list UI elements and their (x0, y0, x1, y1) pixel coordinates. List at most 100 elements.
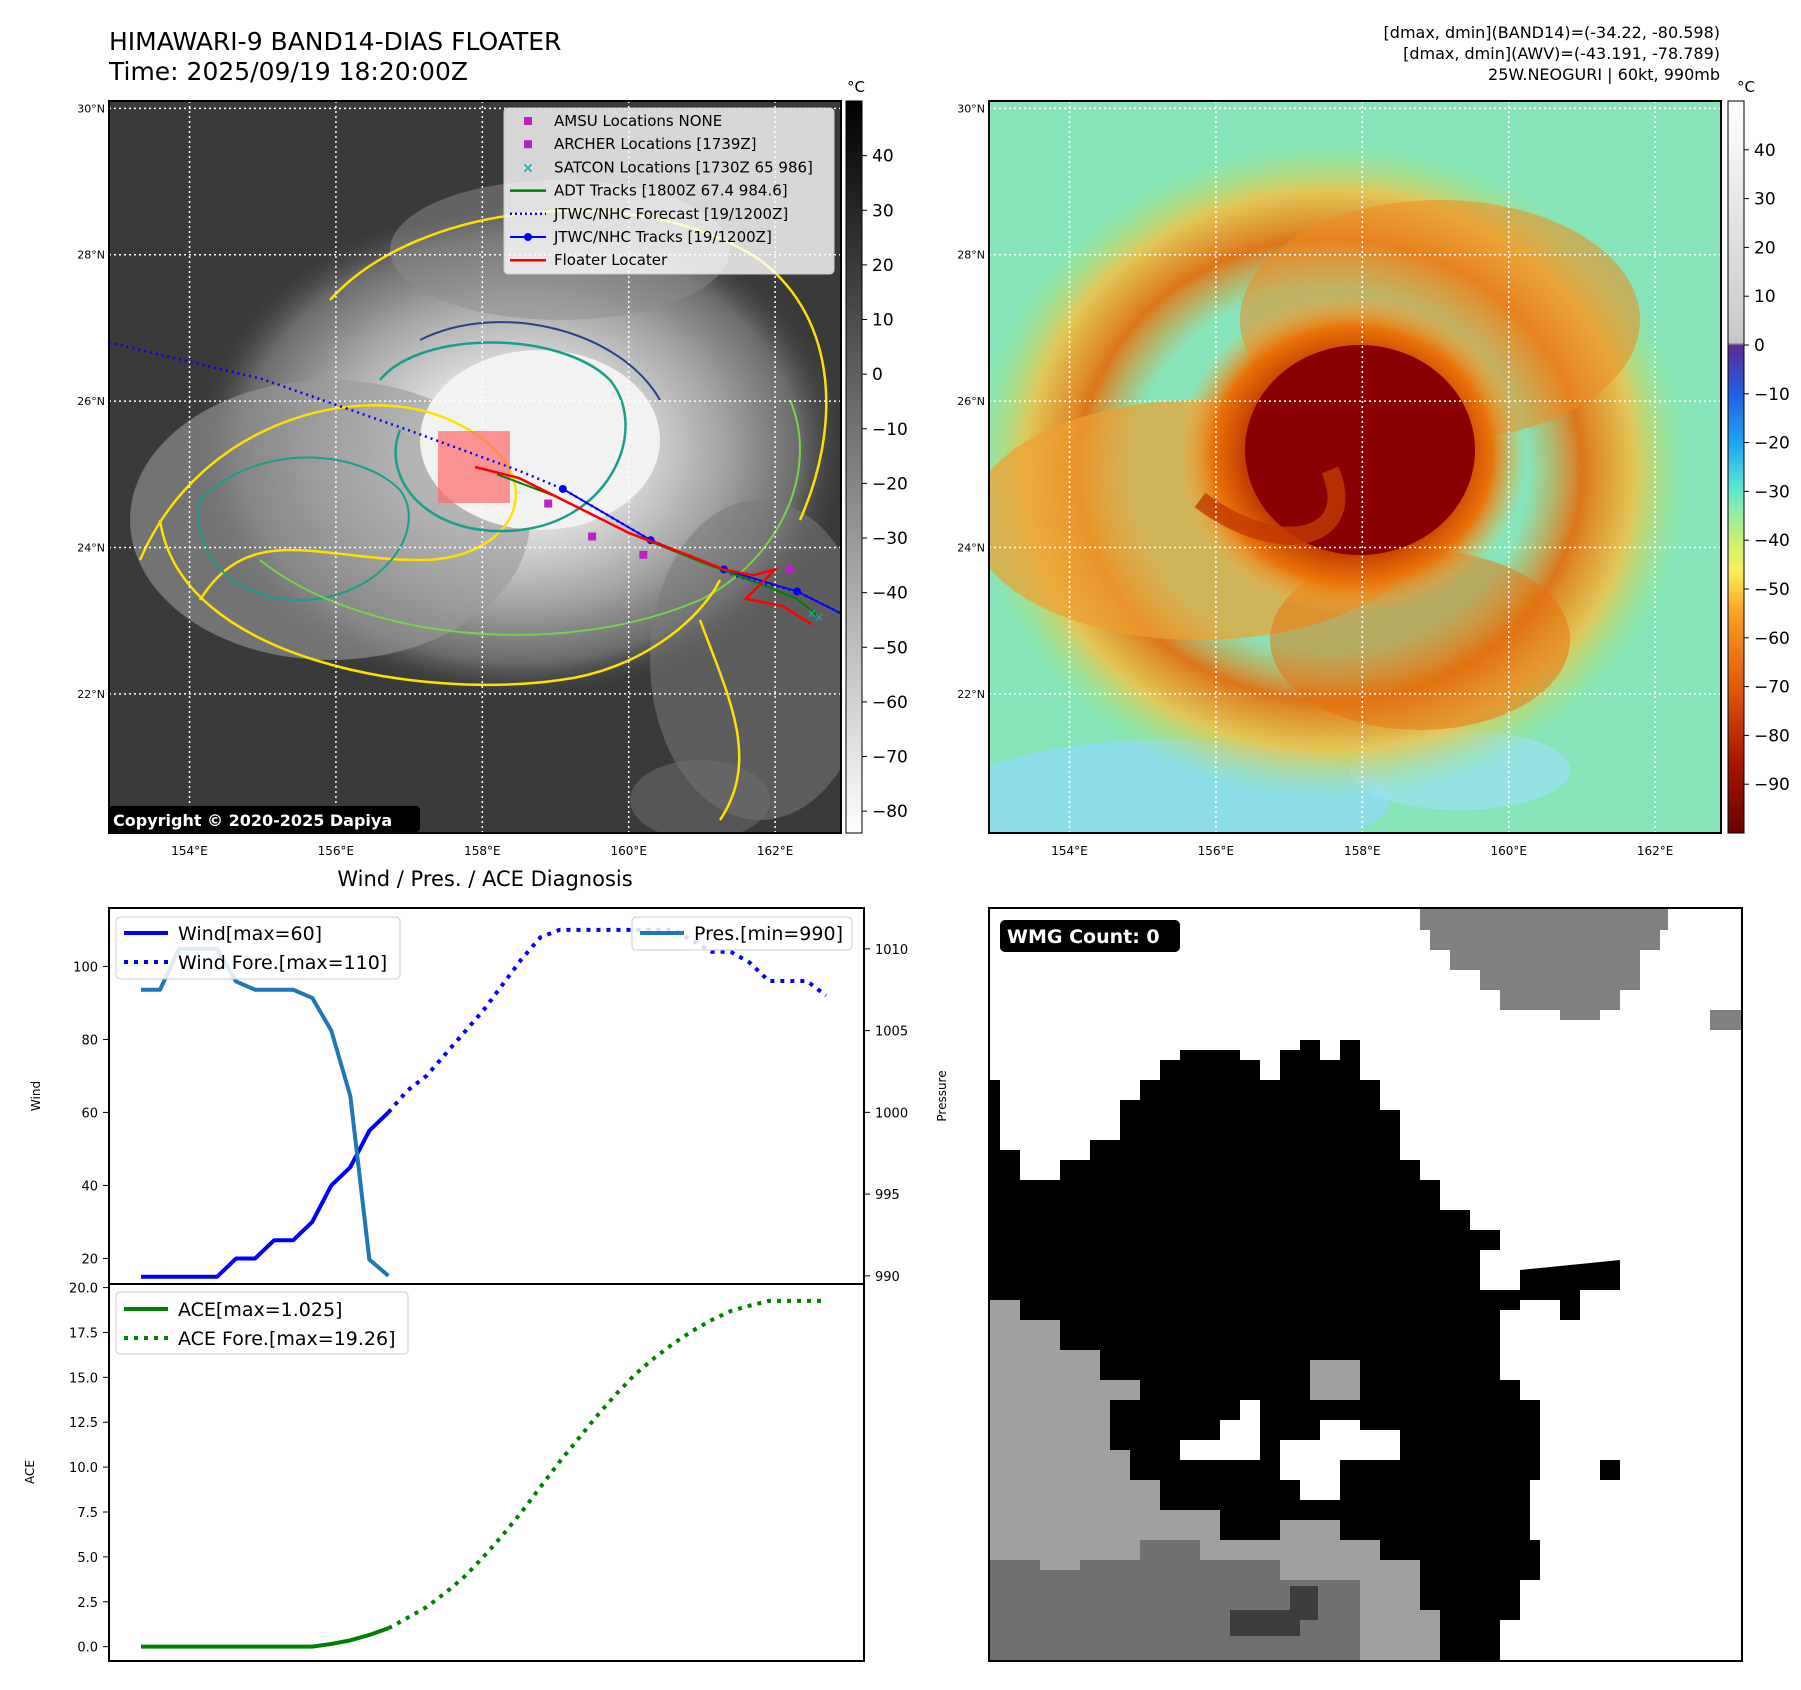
colorbar-tick-label: −50 (872, 638, 908, 658)
legend-label: Floater Locater (554, 251, 668, 269)
figure-title: HIMAWARI-9 BAND14-DIAS FLOATER (109, 27, 561, 56)
wind-tick-label: 20 (81, 1252, 98, 1267)
ir-lon-label: 162°E (757, 844, 794, 858)
ir-lat-label: 26°N (77, 395, 105, 408)
legend-marker (524, 140, 532, 149)
ace-legend: ACE[max=1.025] ACE Fore.[max=19.26] (115, 1291, 409, 1355)
ace-axis-label: ACE (23, 1460, 37, 1484)
ace-tick-label: 12.5 (69, 1416, 98, 1431)
wmg-count: WMG Count: 0 (1007, 926, 1160, 948)
colorbar-tick-label: −30 (872, 529, 908, 549)
awv-lon-labels: 154°E 156°E 158°E 160°E 162°E (1051, 844, 1673, 858)
ir-colorbar-unit: °C (847, 78, 865, 96)
colorbar-tick-label: 40 (872, 147, 894, 167)
ir-lat-label: 24°N (77, 542, 105, 555)
wind-ticks: 20 40 60 80 100 (73, 960, 109, 1267)
info-storm: 25W.NEOGURI | 60kt, 990mb (1488, 65, 1720, 84)
awv-lon-label: 160°E (1490, 844, 1527, 858)
info-awv: [dmax, dmin](AWV)=(-43.191, -78.789) (1403, 44, 1720, 63)
ir-lat-label: 30°N (77, 102, 105, 115)
wind-tick-label: 40 (81, 1179, 98, 1194)
legend-marker (524, 117, 532, 125)
info-band14: [dmax, dmin](BAND14)=(-34.22, -80.598) (1384, 23, 1720, 42)
ace-tick-label: 20.0 (69, 1282, 98, 1297)
pressure-legend: Pres.[min=990] (631, 916, 853, 951)
colorbar-tick-label: 40 (1754, 141, 1776, 161)
jtwc-track-point (793, 587, 802, 596)
pressure-tick-label: 1000 (875, 1106, 908, 1121)
colorbar-tick-label: −20 (1754, 434, 1790, 454)
satcon-marker: × (814, 610, 824, 624)
ir-lat-label: 22°N (77, 688, 105, 701)
satcon-marker: × (807, 606, 817, 620)
colorbar-tick-label: 10 (1754, 287, 1776, 307)
pressure-tick-label: 990 (875, 1270, 900, 1285)
colorbar-tick-label: 0 (1754, 336, 1765, 356)
awv-colorbar: °C 40 30 20 10 0 −10 −20 −30 −40 −50 −60 −70 −80 −90 (1727, 78, 1790, 834)
archer-marker (639, 550, 648, 559)
awv-lat-label: 26°N (957, 395, 985, 408)
awv-lat-label: 30°N (957, 102, 985, 115)
awv-map-panel: 30°N 28°N 26°N 24°N 22°N 154°E 156°E 158°E 160°… (957, 100, 1722, 858)
colorbar-tick-label: 20 (1754, 238, 1776, 258)
colorbar-tick-label: −60 (1754, 629, 1790, 649)
pressure-ticks: 990 995 1000 1005 1010 (864, 943, 908, 1285)
copyright-text: Copyright © 2020-2025 Dapiya (113, 811, 392, 830)
forecast-track: ×× (108, 341, 842, 626)
awv-lat-label: 28°N (957, 249, 985, 262)
wmg-count-box (1000, 920, 1180, 952)
awv-lon-label: 154°E (1051, 844, 1088, 858)
wind-pressure-plot: 20 40 60 80 100 990 995 1000 1005 1010 Wind Pres… (29, 907, 949, 1285)
ir-lon-label: 158°E (464, 844, 501, 858)
ace-ticks: 0.0 2.5 5.0 7.5 10.0 12.5 15.0 17.5 20.0 (69, 1282, 109, 1656)
map-legend-items: AMSU Locations NONE ARCHER Locations [173… (510, 112, 813, 269)
ir-colorbar-ticks: 40 30 20 10 0 −10 −20 −30 −40 −50 −60 −70 −80 (862, 147, 908, 822)
legend-label: SATCON Locations [1730Z 65 986] (554, 158, 813, 176)
ir-lon-labels: 154°E 156°E 158°E 160°E 162°E (171, 844, 793, 858)
legend-wind-actual: Wind[max=60] (178, 923, 322, 945)
colorbar-tick-label: −30 (1754, 482, 1790, 502)
series-wind-line (141, 1110, 390, 1279)
colorbar-tick-label: −70 (1754, 678, 1790, 698)
copyright-box (108, 806, 420, 832)
awv-imagery (989, 101, 1721, 833)
colorbar-tick-label: −90 (1754, 775, 1790, 795)
ace-tick-label: 0.0 (77, 1641, 98, 1656)
ace-tick-label: 15.0 (69, 1371, 98, 1386)
wmg-panel: WMG Count: 0 (988, 907, 1743, 1662)
wmg-imagery (989, 908, 1742, 1661)
legend-marker: × (522, 160, 534, 176)
colorbar-tick-label: −10 (872, 420, 908, 440)
legend-label: JTWC/NHC Tracks [19/1200Z] (553, 228, 772, 246)
archer-marker (588, 532, 597, 541)
forecast-track-line (108, 341, 842, 615)
ace-plot: 0.0 2.5 5.0 7.5 10.0 12.5 15.0 17.5 20.0 ACE ACE… (23, 1282, 865, 1662)
legend-label: ARCHER Locations [1739Z] (554, 135, 757, 153)
pressure-tick-label: 995 (875, 1188, 900, 1203)
ir-map-frame (108, 100, 842, 834)
colorbar-tick-label: 0 (872, 365, 883, 385)
ir-lat-labels: 30°N 28°N 26°N 24°N 22°N (77, 102, 105, 701)
awv-colorbar-unit: °C (1737, 78, 1755, 96)
floater-locator-box (438, 431, 510, 503)
wind-legend: Wind[max=60] Wind Fore.[max=110] (115, 916, 401, 980)
ir-map-panel: ×× 30°N28°N26°N24°N22°N 154°E 156°E 158°E 1… (77, 100, 842, 858)
ir-lon-label: 154°E (171, 844, 208, 858)
legend-pressure: Pres.[min=990] (694, 923, 843, 945)
colorbar-tick-label: 20 (872, 256, 894, 276)
awv-lon-label: 156°E (1198, 844, 1235, 858)
ace-tick-label: 2.5 (77, 1596, 98, 1611)
awv-lon-label: 158°E (1344, 844, 1381, 858)
legend-label: AMSU Locations NONE (554, 112, 722, 130)
colorbar-tick-label: −50 (1754, 580, 1790, 600)
ace-tick-label: 7.5 (77, 1506, 98, 1521)
colorbar-tick-label: −60 (872, 693, 908, 713)
wind-axis-label: Wind (29, 1081, 43, 1111)
pressure-axis-label: Pressure (935, 1070, 949, 1121)
legend-label: JTWC/NHC Forecast [19/1200Z] (553, 205, 788, 223)
archer-marker (785, 565, 794, 574)
awv-lon-label: 162°E (1637, 844, 1674, 858)
pressure-tick-label: 1005 (875, 1025, 908, 1040)
legend-label: ADT Tracks [1800Z 67.4 984.6] (554, 182, 788, 200)
